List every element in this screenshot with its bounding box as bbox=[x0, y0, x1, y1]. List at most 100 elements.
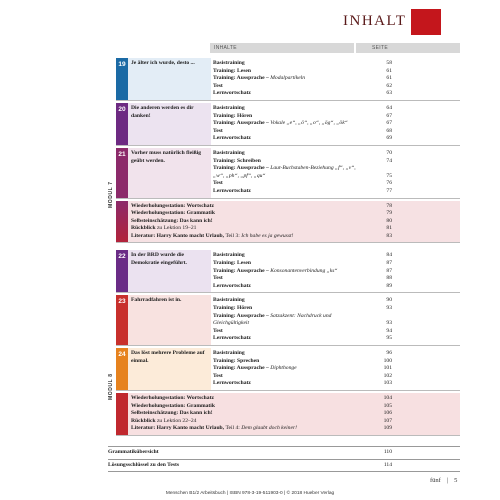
page-title: INHALT bbox=[343, 13, 407, 29]
page-number: 58 bbox=[386, 60, 392, 66]
page-number: 67 bbox=[386, 112, 392, 119]
entry-text: Training: Aussprache –Laut-Buchstaben-Be… bbox=[211, 165, 357, 180]
page-number: 74 bbox=[386, 157, 392, 164]
entry: Basistraining 84 bbox=[211, 252, 460, 260]
entry-italic: Modalpartikeln bbox=[270, 75, 306, 82]
page-number: 63 bbox=[386, 90, 392, 97]
entry-text: Lernwortschatz bbox=[211, 90, 357, 98]
page-number: 110 bbox=[383, 448, 392, 455]
entry: Training: Sprechen 100 bbox=[211, 358, 460, 366]
lesson: 19 Je älter ich wurde, desto ... Basistrai… bbox=[116, 58, 460, 101]
entry: Selbsteinschätzung: Das kann ich! 80 bbox=[128, 218, 460, 226]
entry-text: Training: Aussprache –Modalpartikeln bbox=[211, 75, 357, 83]
title-box bbox=[411, 9, 441, 35]
page-number: 69 bbox=[386, 135, 392, 142]
entry-bold: Basistraining bbox=[213, 297, 245, 304]
modules: MODUL 7 19 Je älter ich wurde, desto ... Ba… bbox=[108, 58, 460, 438]
page-number: 61 bbox=[386, 75, 392, 82]
page-number: 93 bbox=[386, 305, 392, 312]
entry-text: Training: Sprechen bbox=[211, 358, 357, 366]
entry: Training: Aussprache –Diphthonge 101 bbox=[211, 365, 460, 373]
folio-part: fünf bbox=[430, 477, 441, 484]
entry-plain: zu Lektion 22–24 bbox=[156, 417, 197, 424]
lesson-items: Basistraining 64 Training: Hören 67 Training… bbox=[211, 103, 460, 145]
review: Wiederholungsstation: Wortschatz 78 Wieder… bbox=[116, 200, 460, 244]
entry: Basistraining 64 bbox=[211, 105, 460, 113]
entry-text: Basistraining bbox=[211, 105, 357, 113]
entry-plain: Teil 4: bbox=[225, 425, 240, 432]
entry: Rückblickzu Lektion 22–24 107 bbox=[128, 418, 460, 426]
entry-bold: Training: Sprechen bbox=[213, 357, 260, 364]
entry: Literatur: Harry Kanto macht Urlaub,Teil… bbox=[128, 233, 460, 241]
entry-bold: Training: Schreiben bbox=[213, 157, 261, 164]
entry-plain: zu Lektion 19–21 bbox=[156, 225, 197, 232]
entry-text: Training: Aussprache –Konsonantenverbind… bbox=[211, 268, 357, 276]
entry: Test 88 bbox=[211, 275, 460, 283]
lesson: 22 In der BRD wurde die Demokratie eingef… bbox=[116, 250, 460, 294]
page-number: 70 bbox=[386, 149, 392, 156]
page-number: 104 bbox=[383, 394, 392, 401]
entry: Rückblickzu Lektion 19–21 81 bbox=[128, 225, 460, 233]
entry: Lernwortschatz 77 bbox=[211, 188, 460, 196]
entry-bold: Rückblick bbox=[131, 225, 156, 232]
entry-text: Lernwortschatz bbox=[211, 380, 357, 388]
lesson-items: Basistraining 58 Training: Lesen 61 Training… bbox=[211, 58, 460, 100]
page-number: 75 bbox=[386, 172, 392, 179]
entry-text: Lernwortschatz bbox=[211, 135, 357, 143]
lesson-number: 19 bbox=[116, 58, 128, 100]
lesson-title: In der BRD wurde die Demokratie eingefüh… bbox=[128, 250, 211, 293]
entry: Training: Lesen 61 bbox=[211, 68, 460, 76]
entry-bold: Selbsteinschätzung: Das kann ich! bbox=[131, 410, 213, 417]
entry: Training: Aussprache –Modalpartikeln 61 bbox=[211, 75, 460, 83]
entry-bold: Lernwortschatz bbox=[213, 380, 251, 387]
entry: Wiederholungsstation: Grammatik 79 bbox=[128, 210, 460, 218]
page-number: 94 bbox=[386, 327, 392, 334]
page-number: 87 bbox=[386, 260, 392, 267]
lesson: 20 Die anderen werden es dir danken! Basis… bbox=[116, 102, 460, 146]
entry: Literatur: Harry Kanto macht Urlaub,Teil… bbox=[128, 425, 460, 433]
entry-bold: Wiederholungsstation: Wortschatz bbox=[131, 394, 214, 401]
page-number: 81 bbox=[386, 225, 392, 232]
entry-text: Lernwortschatz bbox=[211, 283, 357, 291]
entry: Training: Aussprache –Vokale „e“, „ö“, „… bbox=[211, 120, 460, 128]
entry-text: Lernwortschatz bbox=[211, 188, 357, 196]
folio-part: 5 bbox=[454, 477, 458, 484]
lesson: 21 Vorher muss natürlich fleißig geübt we… bbox=[116, 147, 460, 199]
entry-text: Wiederholungsstation: Grammatik bbox=[128, 403, 357, 411]
entry-bold: Lernwortschatz bbox=[213, 282, 251, 289]
lesson-number: 20 bbox=[116, 102, 128, 145]
entry: Training: Hören 67 bbox=[211, 113, 460, 121]
entry-text: Training: Aussprache –Satzakzent: Nachdr… bbox=[211, 313, 357, 328]
entry-bold: Training: Aussprache – bbox=[213, 267, 269, 274]
entry: Basistraining 96 bbox=[211, 350, 460, 358]
entry-bold: Test bbox=[213, 327, 223, 334]
page-number: 95 bbox=[386, 335, 392, 342]
page-number: 87 bbox=[386, 267, 392, 274]
entry-bold: Lernwortschatz bbox=[213, 90, 251, 97]
lesson-title: Das löst mehrere Probleme auf einmal. bbox=[128, 348, 211, 390]
module-blocks: 19 Je älter ich wurde, desto ... Basistrai… bbox=[116, 58, 460, 245]
review-bar bbox=[116, 392, 128, 435]
entry-italic: Satzakzent: Nachdruck und Gleichgültigke… bbox=[213, 312, 332, 327]
entry-text: Training: Lesen bbox=[211, 68, 357, 76]
page-number: 103 bbox=[383, 380, 392, 387]
entry-plain: Teil 3: bbox=[225, 232, 240, 239]
entry-text: Training: Lesen bbox=[211, 260, 357, 268]
folio: fünf | 5 bbox=[430, 477, 457, 484]
module: MODUL 7 19 Je älter ich wurde, desto ... Ba… bbox=[108, 58, 460, 245]
entry-bold: Literatur: Harry Kanto macht Urlaub, bbox=[131, 232, 225, 239]
review-items: Wiederholungsstation: Wortschatz 104 Wiede… bbox=[128, 392, 460, 435]
module: MODUL 8 22 In der BRD wurde die Demokratie… bbox=[108, 250, 460, 437]
entry: Basistraining 70 bbox=[211, 150, 460, 158]
entry-text: Test bbox=[211, 328, 357, 336]
entry-text: Training: Schreiben bbox=[211, 158, 357, 166]
entry: Training: Aussprache –Laut-Buchstaben-Be… bbox=[211, 165, 460, 180]
extra-title: Grammatikübersicht bbox=[108, 448, 159, 455]
entry-text: Selbsteinschätzung: Das kann ich! bbox=[128, 410, 357, 418]
lesson-number: 22 bbox=[116, 250, 128, 293]
lesson-items: Basistraining 84 Training: Lesen 87 Training… bbox=[211, 250, 460, 292]
review: Wiederholungsstation: Wortschatz 104 Wiede… bbox=[116, 392, 460, 436]
entry: Training: Hören 93 bbox=[211, 305, 460, 313]
lesson-number: 23 bbox=[116, 295, 128, 345]
entry-bold: Training: Aussprache – bbox=[213, 312, 269, 319]
